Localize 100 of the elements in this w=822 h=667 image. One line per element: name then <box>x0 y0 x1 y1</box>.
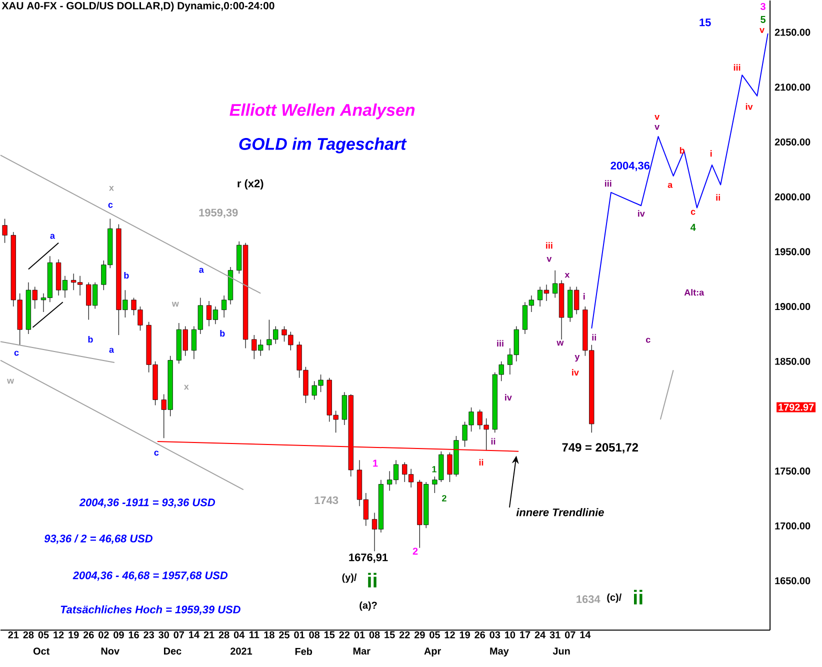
annotation: (c)/ <box>607 593 622 603</box>
x-tick-label: 12 <box>444 631 455 638</box>
x-tick-label: 15 <box>324 631 335 638</box>
x-tick-label: 07 <box>564 631 576 638</box>
x-tick-label: 16 <box>128 631 139 638</box>
x-tick-label: 10 <box>505 631 516 638</box>
annotation: x <box>109 186 114 191</box>
annotation: c <box>14 350 19 356</box>
x-tick-label: 24 <box>534 631 546 638</box>
text: 1792.97 <box>778 404 814 411</box>
x-tick-label: 15 <box>384 631 395 638</box>
x-tick-label: 14 <box>189 631 200 638</box>
annotation: x <box>184 384 189 390</box>
annotation: 2 <box>412 548 418 555</box>
x-tick-label: 18 <box>264 631 274 638</box>
x2-tick-label: Feb <box>295 648 312 655</box>
annotation: ii <box>634 590 642 604</box>
annotation: 2 <box>442 495 446 502</box>
x-tick-label: 23 <box>144 631 154 638</box>
annotation: w <box>172 302 179 307</box>
y-tick-label: 2100.00 <box>774 84 810 91</box>
annotation: b <box>88 336 93 343</box>
annotation: 749 = 2051,72 <box>562 443 638 454</box>
x-tick-label: 28 <box>218 631 230 638</box>
x2-tick-label: Oct <box>33 648 50 655</box>
x2-tick-label: Dec <box>164 648 182 655</box>
x-tick-label: 26 <box>83 631 94 638</box>
x-tick-label: 28 <box>23 631 34 638</box>
annotation: y <box>574 354 580 362</box>
x-tick-label: 12 <box>54 631 64 638</box>
annotation: iv <box>746 103 753 110</box>
annotation: r (x2) <box>238 179 264 190</box>
y-tick-label: 1950.00 <box>775 248 810 256</box>
x-tick-label: 07 <box>174 631 184 638</box>
x2-tick-label: Jun <box>552 648 570 655</box>
annotation: 1959,39 <box>199 208 238 218</box>
x-tick-label: 11 <box>250 631 260 638</box>
annotation: ii <box>491 438 496 444</box>
annotation: v <box>654 115 660 120</box>
annotation: Tatsächliches Hoch = 1959,39 USD <box>60 605 240 615</box>
annotation: 1 <box>373 460 378 467</box>
x-tick-label: 21 <box>204 631 214 638</box>
x2-tick-label: Mar <box>353 648 370 655</box>
annotation: iv <box>572 368 579 376</box>
annotation: c <box>646 338 650 343</box>
annotation: iii <box>734 64 740 71</box>
annotation: ii <box>592 334 596 340</box>
annotation: iii <box>546 242 552 249</box>
x-tick-label: 22 <box>339 631 350 638</box>
x-tick-label: 26 <box>474 631 486 638</box>
x-tick-label: 14 <box>580 631 591 638</box>
annotation: c <box>154 450 159 456</box>
x-tick-label: 31 <box>550 631 560 638</box>
x2-tick-label: May <box>490 648 509 656</box>
x2-tick-label: Apr <box>424 648 441 656</box>
x-tick-label: 29 <box>414 631 425 638</box>
annotation: 2004,36 - 46,68 = 1957,68 USD <box>72 571 228 581</box>
annotation: iii <box>497 340 504 346</box>
x-tick-label: 04 <box>234 631 245 638</box>
annotation: iv <box>638 210 645 217</box>
y-tick-label: 2150.00 <box>774 28 810 36</box>
y-tick-label: 2050.00 <box>774 138 810 146</box>
annotation: w <box>6 378 14 384</box>
annotation: 1743 <box>314 496 338 504</box>
annotation: v <box>760 28 764 33</box>
y-tick-label: 1650.00 <box>775 577 810 584</box>
candlestick <box>2 218 8 244</box>
x2-tick-label: 2021 <box>230 648 252 655</box>
line-series <box>591 32 768 329</box>
annotation: Alt:a <box>684 288 704 296</box>
y-tick-label: 1700.00 <box>775 522 810 530</box>
x-tick-label: 19 <box>460 631 470 638</box>
y-tick-label: 1900.00 <box>775 302 810 310</box>
annotation: GOLD im Tageschart <box>239 138 407 154</box>
annotation: b <box>220 330 225 337</box>
annotation: 5 <box>760 16 766 23</box>
annotation: ii <box>479 458 484 466</box>
x-tick-label: 08 <box>369 631 380 638</box>
x-tick-label: 17 <box>520 631 530 638</box>
annotation: v <box>654 125 660 130</box>
annotation: 1634 <box>576 595 600 603</box>
x-tick-label: 05 <box>430 631 440 638</box>
annotation: Elliott Wellen Analysen <box>230 104 415 120</box>
x-tick-label: 01 <box>294 631 305 638</box>
x-tick-label: 09 <box>114 631 124 638</box>
annotation: 4 <box>690 224 696 231</box>
x-tick-label: 25 <box>279 631 290 638</box>
x-tick-label: 22 <box>399 631 410 638</box>
y-tick-label: 2000.00 <box>774 193 810 200</box>
annotation: c <box>690 210 696 215</box>
annotation: b <box>680 147 684 154</box>
annotation: a <box>668 182 673 188</box>
x-tick-label: 03 <box>490 631 500 638</box>
annotation: b <box>124 272 129 279</box>
annotation: 93,36 / 2 = 46,68 USD <box>44 534 152 544</box>
annotation: 3 <box>760 2 766 10</box>
annotation: (a)? <box>360 601 377 611</box>
annotation: c <box>108 202 113 208</box>
x-tick-label: 02 <box>98 631 109 638</box>
chart-title: XAU A0-FX - GOLD/US DOLLAR,D) Dynamic,0:00-24:00 <box>2 2 274 12</box>
